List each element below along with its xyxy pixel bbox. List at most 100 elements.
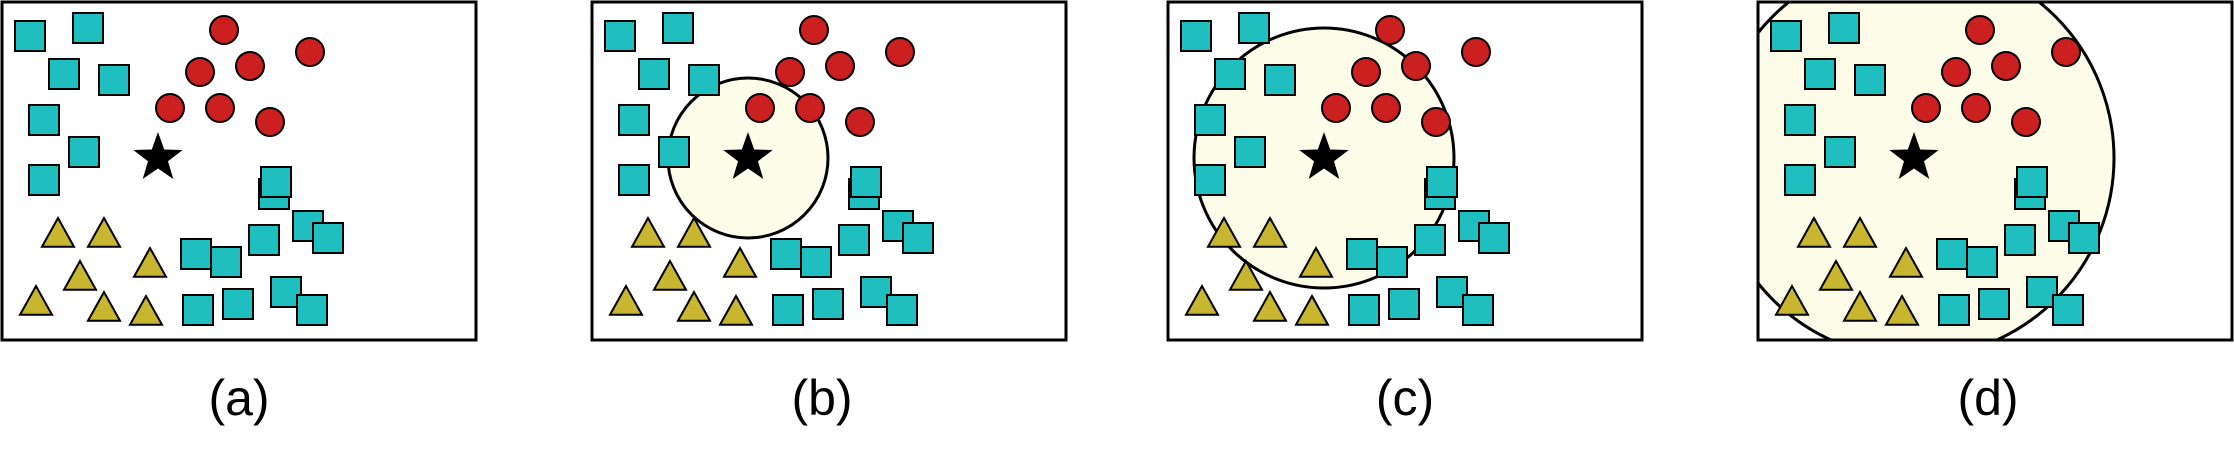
circle-marker [1461, 37, 1491, 67]
square-marker [772, 294, 804, 326]
square-marker [1770, 20, 1802, 52]
square-marker [1388, 288, 1420, 320]
square-marker [1824, 136, 1856, 168]
square-marker [662, 12, 694, 44]
triangle-marker [86, 289, 122, 322]
square-marker [2004, 224, 2036, 256]
circle-marker [295, 37, 325, 67]
square-marker [1436, 276, 1468, 308]
circle-marker [1421, 107, 1451, 137]
square-marker [28, 104, 60, 136]
circle-marker [825, 51, 855, 81]
square-marker [2052, 294, 2084, 326]
square-marker [222, 288, 254, 320]
square-marker [260, 166, 292, 198]
triangle-marker [1796, 215, 1832, 248]
circle-marker [795, 93, 825, 123]
circle-marker [255, 107, 285, 137]
square-marker [838, 224, 870, 256]
square-marker [1784, 104, 1816, 136]
square-marker [1376, 246, 1408, 278]
square-marker [248, 224, 280, 256]
panel-frame [1756, 0, 2234, 342]
circle-marker [185, 57, 215, 87]
triangle-marker [1252, 289, 1288, 322]
panel-frame [1166, 0, 1644, 342]
square-marker [312, 222, 344, 254]
panel-caption-b: (b) [791, 370, 852, 426]
square-marker [2068, 222, 2100, 254]
square-marker [72, 12, 104, 44]
square-marker [180, 238, 212, 270]
circle-marker [799, 15, 829, 45]
triangle-marker [1228, 258, 1264, 291]
square-marker [1462, 294, 1494, 326]
square-marker [1784, 164, 1816, 196]
circle-marker [1401, 51, 1431, 81]
triangle-marker [132, 245, 168, 278]
triangle-marker [1252, 215, 1288, 248]
square-marker [1938, 294, 1970, 326]
triangle-marker [1206, 215, 1242, 248]
triangle-marker [62, 258, 98, 291]
square-marker [48, 58, 80, 90]
circle-marker [209, 15, 239, 45]
square-marker [68, 136, 100, 168]
square-marker [1414, 224, 1446, 256]
square-marker [98, 64, 130, 96]
square-marker [210, 246, 242, 278]
square-marker [886, 294, 918, 326]
square-marker [296, 294, 328, 326]
circle-marker [845, 107, 875, 137]
square-marker [1194, 164, 1226, 196]
panel-d [1756, 0, 2234, 342]
circle-marker [2051, 37, 2081, 67]
square-marker [2016, 166, 2048, 198]
circle-marker [2011, 107, 2041, 137]
square-marker [658, 136, 690, 168]
circle-marker [1965, 15, 1995, 45]
query-star-marker [723, 132, 773, 179]
triangle-marker [1298, 245, 1334, 278]
square-marker [902, 222, 934, 254]
panel-c [1166, 0, 1644, 342]
square-marker [1214, 58, 1246, 90]
circle-marker [205, 93, 235, 123]
panel-caption-c: (c) [1376, 370, 1434, 426]
square-marker [688, 64, 720, 96]
triangle-marker [676, 215, 712, 248]
circle-marker [1941, 57, 1971, 87]
square-marker [1936, 238, 1968, 270]
square-marker [1978, 288, 2010, 320]
square-marker [1346, 238, 1378, 270]
triangle-marker [1884, 293, 1920, 326]
triangle-marker [608, 283, 644, 316]
square-marker [618, 164, 650, 196]
square-marker [1238, 12, 1270, 44]
square-marker [638, 58, 670, 90]
square-marker [604, 20, 636, 52]
triangle-marker [630, 215, 666, 248]
panel-caption-a: (a) [208, 370, 269, 426]
square-marker [1234, 136, 1266, 168]
triangle-marker [676, 289, 712, 322]
square-marker [1966, 246, 1998, 278]
circle-marker [1375, 15, 1405, 45]
panel-frame [0, 0, 478, 342]
circle-marker [1961, 93, 1991, 123]
query-star-marker [133, 132, 183, 179]
triangle-marker [86, 215, 122, 248]
triangle-marker [718, 293, 754, 326]
circle-marker [1351, 57, 1381, 87]
triangle-marker [1818, 258, 1854, 291]
circle-marker [775, 57, 805, 87]
square-marker [1828, 12, 1860, 44]
square-marker [812, 288, 844, 320]
square-marker [1854, 64, 1886, 96]
circle-marker [745, 93, 775, 123]
circle-marker [1991, 51, 2021, 81]
square-marker [1194, 104, 1226, 136]
triangle-marker [1888, 245, 1924, 278]
square-marker [28, 164, 60, 196]
